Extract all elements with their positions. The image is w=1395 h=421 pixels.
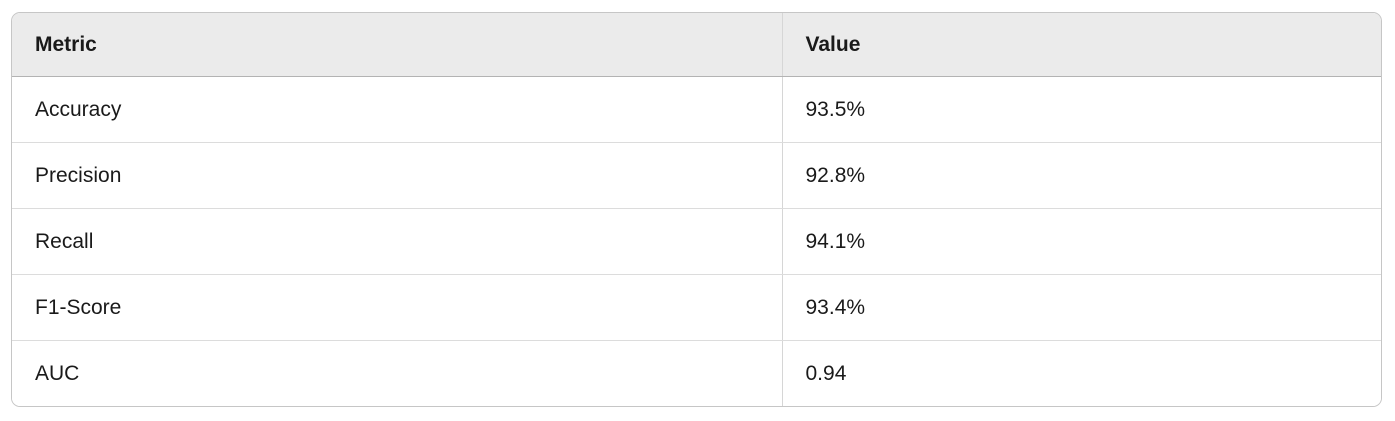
- value-cell: 93.5%: [781, 76, 1381, 143]
- table-row: Recall 94.1%: [12, 208, 1381, 275]
- table-row: AUC 0.94: [12, 340, 1381, 406]
- table-row: F1-Score 93.4%: [12, 274, 1381, 341]
- metric-cell: Accuracy: [12, 76, 782, 143]
- metrics-table: Metric Value Accuracy 93.5% Precision 92…: [12, 13, 1381, 406]
- metric-cell: AUC: [12, 340, 782, 406]
- column-header-value: Value: [781, 13, 1381, 77]
- table-row: Precision 92.8%: [12, 142, 1381, 209]
- value-cell: 94.1%: [781, 208, 1381, 275]
- column-header-metric: Metric: [12, 13, 782, 77]
- metric-cell: F1-Score: [12, 274, 782, 341]
- metric-cell: Precision: [12, 142, 782, 209]
- table-header-row: Metric Value: [12, 13, 1381, 77]
- value-cell: 0.94: [781, 340, 1381, 406]
- metric-cell: Recall: [12, 208, 782, 275]
- metrics-table-container: Metric Value Accuracy 93.5% Precision 92…: [11, 12, 1382, 407]
- value-cell: 92.8%: [781, 142, 1381, 209]
- value-cell: 93.4%: [781, 274, 1381, 341]
- table-row: Accuracy 93.5%: [12, 76, 1381, 143]
